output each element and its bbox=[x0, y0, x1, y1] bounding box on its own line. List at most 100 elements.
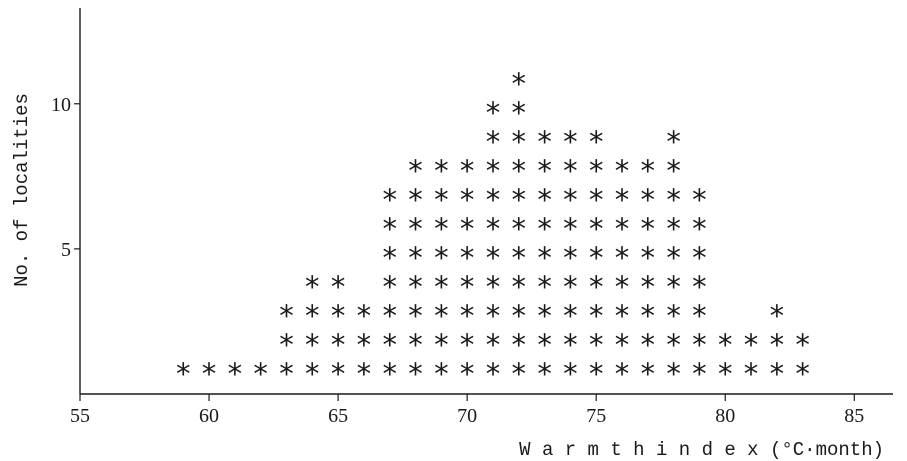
asterisk-mark: * bbox=[305, 328, 320, 362]
asterisk-mark: * bbox=[512, 241, 527, 275]
x-tick-label-70: 70 bbox=[457, 405, 477, 427]
asterisk-mark: * bbox=[537, 125, 552, 159]
asterisk-mark: * bbox=[563, 357, 578, 391]
asterisk-mark: * bbox=[486, 96, 501, 130]
asterisk-mark: * bbox=[486, 154, 501, 188]
y-tick-label-10: 10 bbox=[51, 94, 71, 116]
asterisk-mark: * bbox=[666, 154, 681, 188]
asterisk-mark: * bbox=[537, 212, 552, 246]
asterisk-mark: * bbox=[692, 212, 707, 246]
asterisk-mark: * bbox=[589, 125, 604, 159]
asterisk-mark: * bbox=[512, 67, 527, 101]
asterisk-mark: * bbox=[770, 357, 785, 391]
asterisk-mark: * bbox=[666, 183, 681, 217]
asterisk-mark: * bbox=[382, 212, 397, 246]
asterisk-mark: * bbox=[589, 328, 604, 362]
asterisk-mark: * bbox=[666, 299, 681, 333]
asterisk-mark: * bbox=[331, 270, 346, 304]
asterisk-mark: * bbox=[382, 183, 397, 217]
asterisk-mark: * bbox=[305, 299, 320, 333]
asterisk-mark: * bbox=[512, 96, 527, 130]
asterisk-mark: * bbox=[795, 328, 810, 362]
asterisk-mark: * bbox=[486, 183, 501, 217]
asterisk-mark: * bbox=[305, 270, 320, 304]
asterisk-mark: * bbox=[615, 357, 630, 391]
asterisk-mark: * bbox=[615, 183, 630, 217]
asterisk-marks: * * * * ************************************… bbox=[176, 67, 810, 391]
asterisk-mark: * bbox=[615, 328, 630, 362]
y-axis-ticks: 5 10 bbox=[51, 94, 80, 261]
asterisk-mark: * bbox=[486, 125, 501, 159]
asterisk-mark: * bbox=[486, 357, 501, 391]
asterisk-mark: * bbox=[718, 357, 733, 391]
asterisk-mark: * bbox=[718, 328, 733, 362]
asterisk-mark: * bbox=[692, 270, 707, 304]
x-axis-title: W a r m t h i n d e x (°C·month) bbox=[519, 439, 884, 461]
asterisk-mark: * bbox=[641, 270, 656, 304]
asterisk-mark: * bbox=[641, 212, 656, 246]
asterisk-mark: * bbox=[615, 212, 630, 246]
asterisk-mark: * bbox=[382, 270, 397, 304]
asterisk-mark: * bbox=[382, 241, 397, 275]
asterisk-mark: * bbox=[512, 212, 527, 246]
asterisk-mark: * bbox=[744, 328, 759, 362]
asterisk-mark: * bbox=[460, 270, 475, 304]
x-tick-label-85: 85 bbox=[844, 405, 864, 427]
asterisk-mark: * bbox=[434, 299, 449, 333]
asterisk-mark: * bbox=[408, 241, 423, 275]
asterisk-mark: * bbox=[589, 241, 604, 275]
asterisk-mark: * bbox=[589, 270, 604, 304]
asterisk-mark: * bbox=[434, 357, 449, 391]
x-tick-label-55: 55 bbox=[70, 405, 90, 427]
asterisk-mark: * bbox=[357, 299, 372, 333]
asterisk-mark: * bbox=[460, 241, 475, 275]
asterisk-mark: * bbox=[666, 212, 681, 246]
asterisk-mark: * bbox=[692, 328, 707, 362]
x-tick-label-75: 75 bbox=[586, 405, 606, 427]
asterisk-mark: * bbox=[408, 154, 423, 188]
asterisk-mark: * bbox=[537, 299, 552, 333]
asterisk-mark: * bbox=[460, 154, 475, 188]
asterisk-mark: * bbox=[331, 328, 346, 362]
asterisk-mark: * bbox=[460, 212, 475, 246]
asterisk-mark: * bbox=[202, 357, 217, 391]
asterisk-mark: * bbox=[357, 357, 372, 391]
asterisk-mark: * bbox=[512, 328, 527, 362]
asterisk-mark: * bbox=[408, 357, 423, 391]
asterisk-mark: * bbox=[382, 357, 397, 391]
asterisk-mark: * bbox=[305, 357, 320, 391]
asterisk-mark: * bbox=[692, 241, 707, 275]
asterisk-mark: * bbox=[486, 270, 501, 304]
asterisk-mark: * bbox=[589, 212, 604, 246]
asterisk-mark: * bbox=[486, 212, 501, 246]
asterisk-mark: * bbox=[408, 299, 423, 333]
asterisk-mark: * bbox=[408, 270, 423, 304]
asterisk-mark: * bbox=[460, 328, 475, 362]
x-tick-label-80: 80 bbox=[715, 405, 735, 427]
asterisk-mark: * bbox=[563, 154, 578, 188]
asterisk-mark: * bbox=[666, 328, 681, 362]
asterisk-mark: * bbox=[486, 241, 501, 275]
asterisk-mark: * bbox=[357, 328, 372, 362]
asterisk-mark: * bbox=[434, 241, 449, 275]
asterisk-mark: * bbox=[486, 328, 501, 362]
asterisk-mark: * bbox=[641, 328, 656, 362]
asterisk-mark: * bbox=[692, 357, 707, 391]
asterisk-mark: * bbox=[744, 357, 759, 391]
asterisk-mark: * bbox=[512, 299, 527, 333]
asterisk-mark: * bbox=[641, 154, 656, 188]
asterisk-mark: * bbox=[563, 270, 578, 304]
asterisk-mark: * bbox=[512, 154, 527, 188]
asterisk-mark: * bbox=[641, 183, 656, 217]
asterisk-mark: * bbox=[692, 183, 707, 217]
asterisk-mark: * bbox=[460, 299, 475, 333]
asterisk-mark: * bbox=[666, 357, 681, 391]
asterisk-mark: * bbox=[434, 270, 449, 304]
asterisk-mark: * bbox=[408, 212, 423, 246]
asterisk-mark: * bbox=[512, 183, 527, 217]
asterisk-mark: * bbox=[563, 212, 578, 246]
asterisk-mark: * bbox=[434, 154, 449, 188]
asterisk-mark: * bbox=[770, 299, 785, 333]
asterisk-mark: * bbox=[382, 299, 397, 333]
